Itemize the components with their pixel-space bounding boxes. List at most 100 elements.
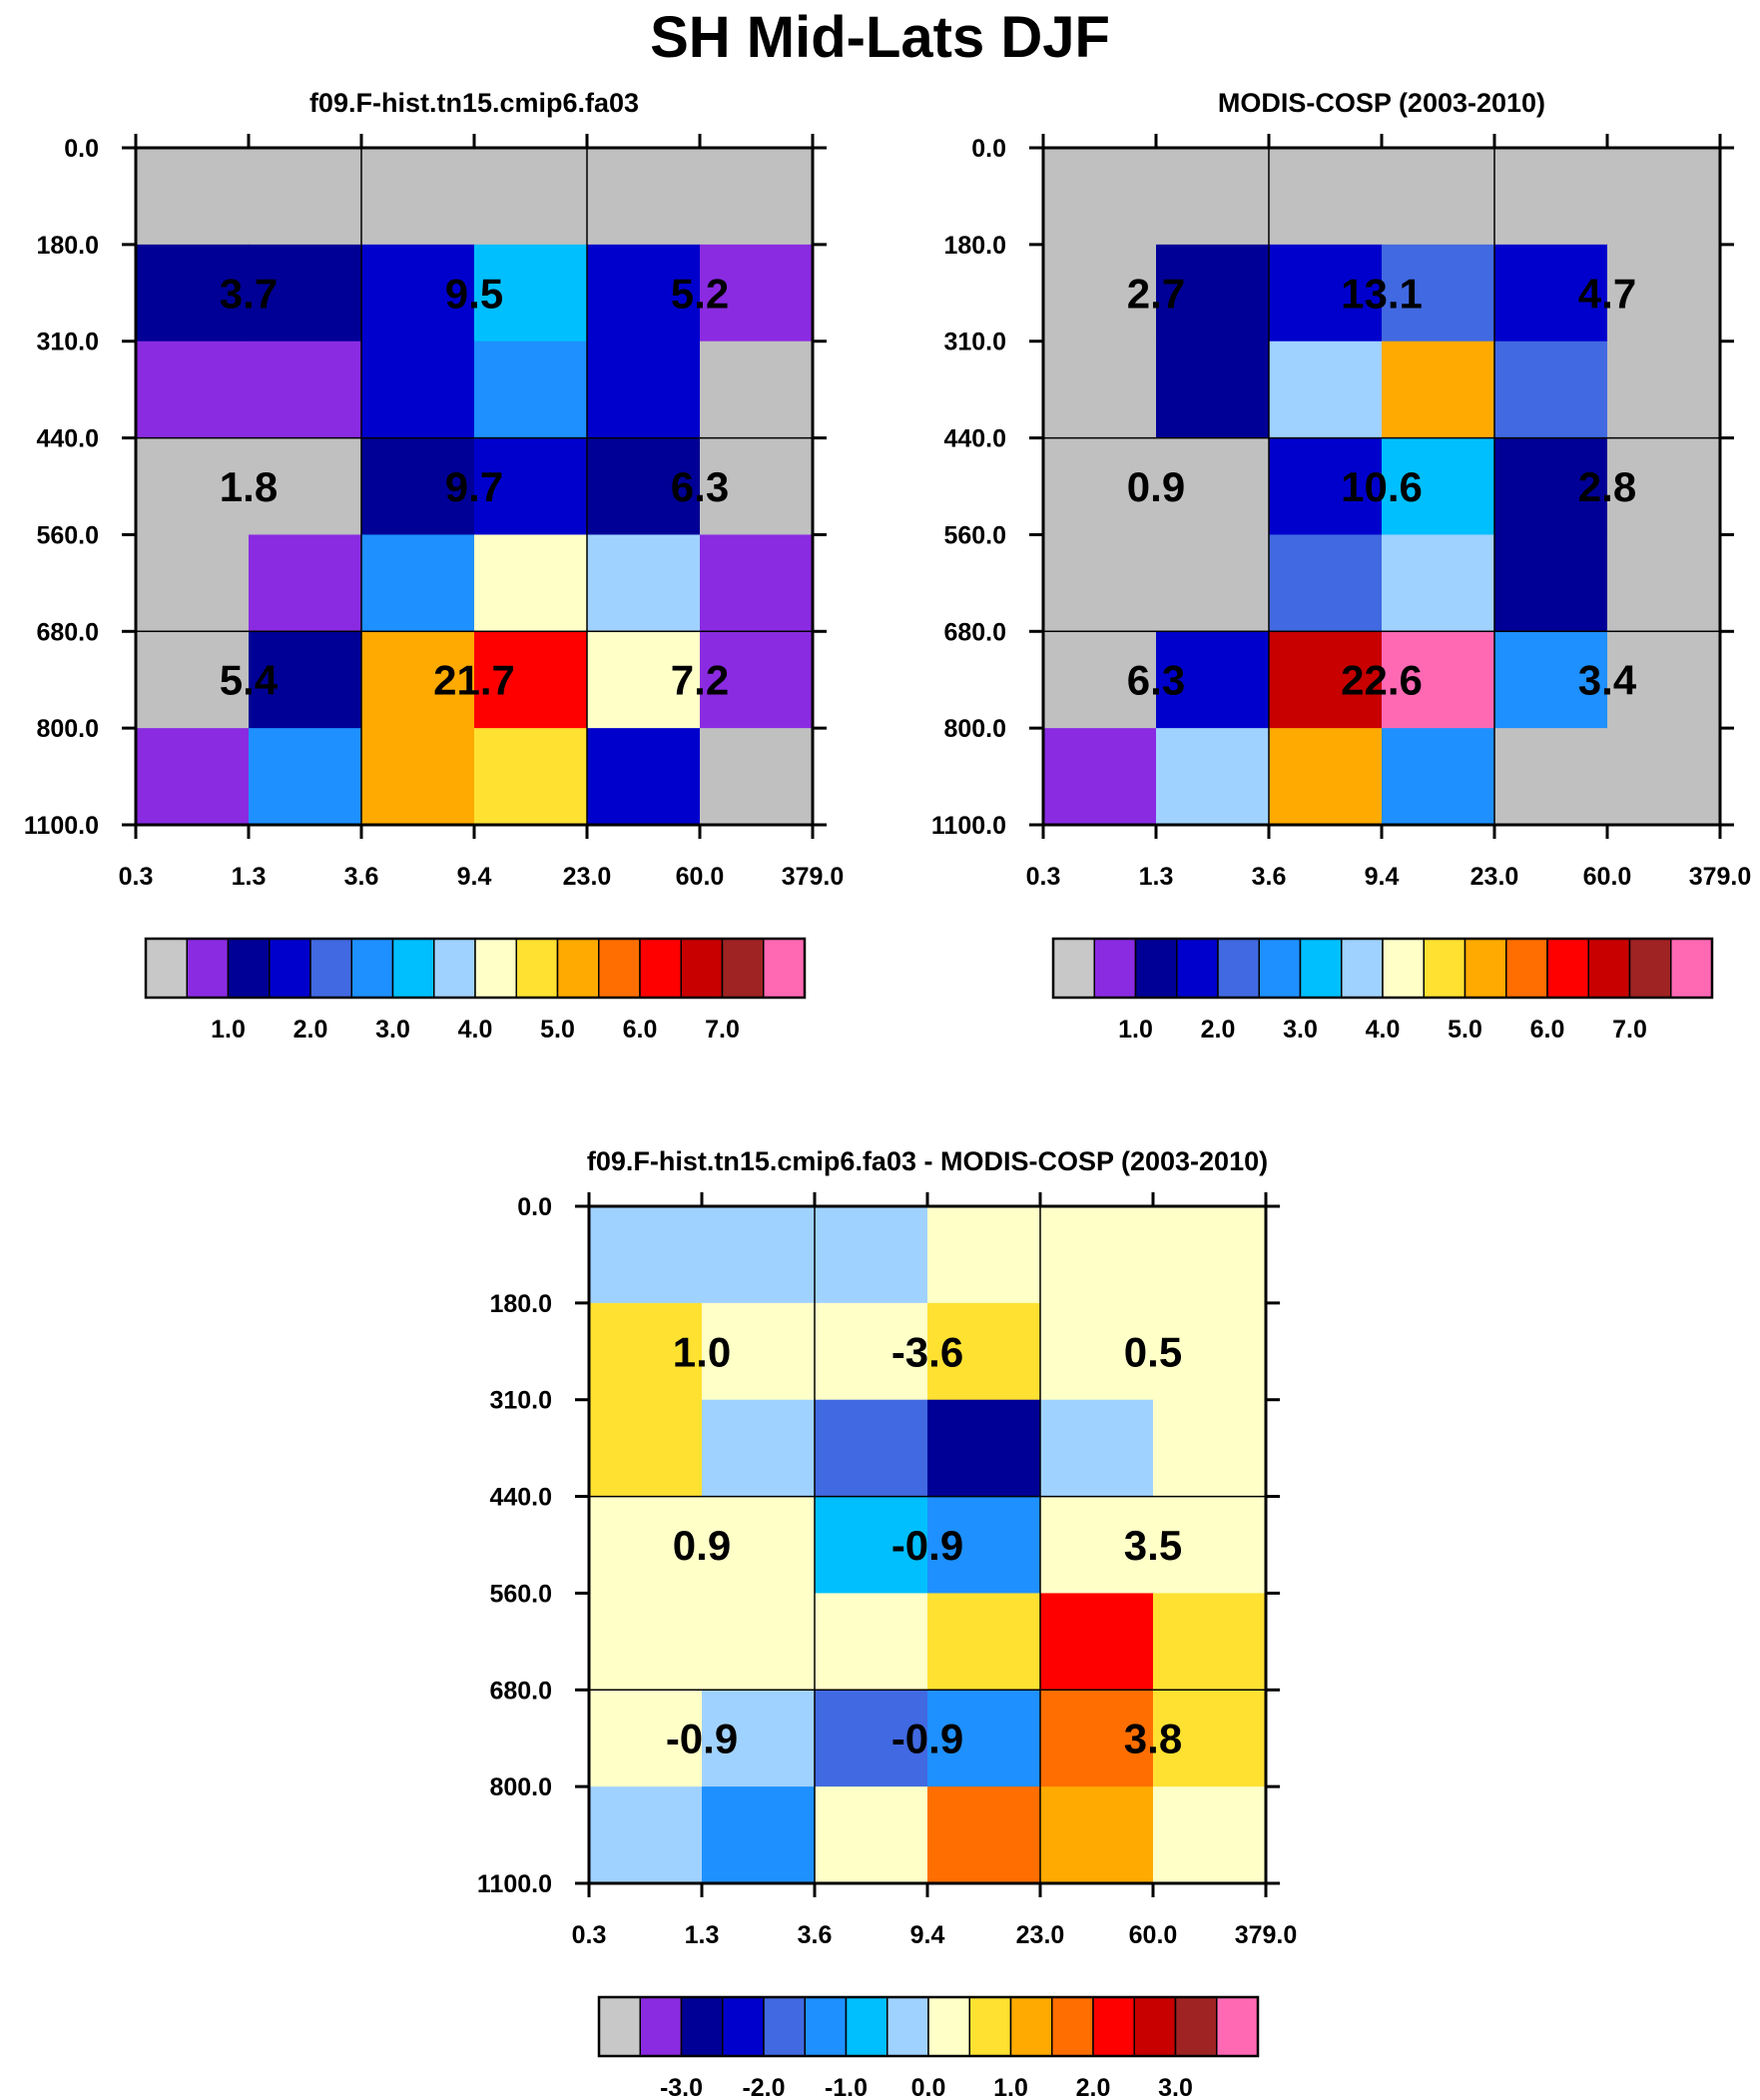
heatmap-cell [1040, 1593, 1154, 1691]
colorbar-label: 3.0 [375, 1016, 410, 1044]
heatmap-cell [1382, 631, 1495, 729]
heatmap-cell [1043, 437, 1157, 536]
colorbar-box [1587, 938, 1631, 999]
colorbar-box [515, 938, 559, 999]
panel-obs: MODIS-COSP (2003-2010) 0.0 180.0 310.0 440.0… [931, 88, 1751, 1044]
y-tick-label: 440.0 [489, 1484, 552, 1512]
y-tick-label: 1100.0 [24, 812, 99, 840]
colorbar-box [1174, 1996, 1218, 2057]
colorbar-label: -1.0 [825, 2074, 868, 2100]
heatmap-cell [1156, 148, 1270, 246]
y-tick-label: 0.0 [64, 135, 99, 163]
x-tick-label: 0.3 [119, 863, 154, 891]
heatmap-cell [1153, 1302, 1267, 1401]
colorbar-box [804, 1996, 848, 2057]
colorbar-label: -3.0 [660, 2074, 703, 2100]
heatmap-cell [702, 1690, 816, 1787]
panel-model: f09.F-hist.tn15.cmip6.fa03 0.0 180.0 310.0 4… [24, 88, 844, 1044]
colorbar-box [763, 1996, 806, 2057]
heatmap-cell [815, 1302, 928, 1401]
colorbar-box [1216, 1996, 1259, 2057]
cell-value-label: 3.8 [1124, 1716, 1182, 1762]
heatmap-cell [1382, 437, 1495, 536]
cell-value-label: -0.9 [666, 1716, 738, 1762]
heatmap-cell [1153, 1593, 1267, 1691]
heatmap-cell [927, 1302, 1041, 1401]
heatmap-cell [815, 1206, 928, 1304]
heatmap-cell [361, 148, 475, 246]
heatmap-cell [589, 1690, 703, 1787]
heatmap-cell [1153, 1496, 1267, 1595]
heatmap-cell [1043, 534, 1157, 632]
heatmap-cell [702, 1399, 816, 1498]
page-title: SH Mid-Lats DJF [650, 5, 1110, 70]
y-tick-label: 440.0 [943, 425, 1006, 453]
colorbar-frame [1051, 937, 1714, 1000]
cell-value-label: 2.8 [1578, 463, 1636, 510]
heatmap-cell [1040, 1786, 1154, 1884]
heatmap-cell [587, 437, 701, 536]
heatmap-cell [1156, 631, 1270, 729]
heatmap-cell [1382, 244, 1495, 343]
heatmap-cell [1269, 148, 1383, 246]
y-tick-label: 560.0 [489, 1580, 552, 1608]
x-tick-label: 379.0 [1235, 1921, 1298, 1949]
colorbar-box [598, 938, 641, 999]
colorbar-label: 2.0 [293, 1016, 328, 1044]
colorbar-box [1093, 938, 1137, 999]
cell-value-label: 10.6 [1341, 463, 1423, 510]
colorbar-box [1628, 938, 1672, 999]
colorbar: 1.0 2.0 3.0 4.0 5.0 6.0 7.0 [144, 937, 807, 1044]
x-tick-label: 9.4 [1365, 863, 1400, 891]
x-tick-label: 9.4 [910, 1921, 945, 1949]
colorbar-box [269, 938, 311, 999]
cell-value-label: 1.0 [673, 1328, 731, 1375]
heatmap-cell [1043, 244, 1157, 343]
heatmap-cell [1494, 534, 1608, 632]
heatmap-cell [1607, 244, 1721, 343]
heatmap-cell [1607, 437, 1721, 536]
y-tick-label: 180.0 [943, 232, 1006, 260]
heatmap-cell [700, 631, 814, 729]
colorbar-label: 4.0 [1366, 1016, 1401, 1044]
heatmap-cell [700, 534, 814, 632]
heatmap-cell [589, 1593, 703, 1691]
y-tick-label: 800.0 [36, 715, 99, 743]
heatmap-cell [815, 1786, 928, 1884]
colorbar-box [1009, 1996, 1053, 2057]
x-tick-label: 1.3 [685, 1921, 720, 1949]
x-tick-label: 23.0 [1016, 1921, 1065, 1949]
heatmap-cell [1153, 1786, 1267, 1884]
cell-value-label: -0.9 [891, 1522, 963, 1569]
heatmap-cell [815, 1593, 928, 1691]
cell-value-label: 3.7 [220, 270, 278, 317]
cell-value-label: 21.7 [433, 657, 515, 704]
colorbar-box [1382, 938, 1425, 999]
y-tick-label: 180.0 [489, 1290, 552, 1318]
heatmap-cell [927, 1496, 1041, 1595]
panel-title: f09.F-hist.tn15.cmip6.fa03 - MODIS-COSP … [587, 1146, 1268, 1176]
panel-title: f09.F-hist.tn15.cmip6.fa03 [309, 88, 639, 118]
y-tick-label: 680.0 [943, 618, 1006, 646]
colorbar-box [598, 1996, 641, 2057]
heatmap-cell [1607, 631, 1721, 729]
heatmap-cell [1382, 728, 1495, 826]
heatmap-cell [1269, 244, 1383, 343]
cell-value-label: 9.7 [445, 463, 503, 510]
colorbar-box [1217, 938, 1260, 999]
heatmap-cell [1382, 534, 1495, 632]
colorbar-box [1133, 1996, 1177, 2057]
colorbar-label: 7.0 [705, 1016, 740, 1044]
cell-value-label: 9.5 [445, 270, 503, 317]
heatmap-cell [1156, 534, 1270, 632]
x-tick-label: 3.6 [344, 863, 379, 891]
x-tick-label: 379.0 [1689, 863, 1752, 891]
cell-value-label: 5.4 [220, 657, 279, 704]
panel-diff: f09.F-hist.tn15.cmip6.fa03 - MODIS-COSP … [477, 1146, 1297, 2100]
heatmap-cell [249, 631, 362, 729]
heatmap-cell [361, 631, 475, 729]
colorbar-label: 6.0 [1530, 1016, 1565, 1044]
heatmap-cell [474, 728, 588, 826]
cell-value-label: 0.5 [1124, 1328, 1182, 1375]
colorbar-box [1092, 1996, 1135, 2057]
